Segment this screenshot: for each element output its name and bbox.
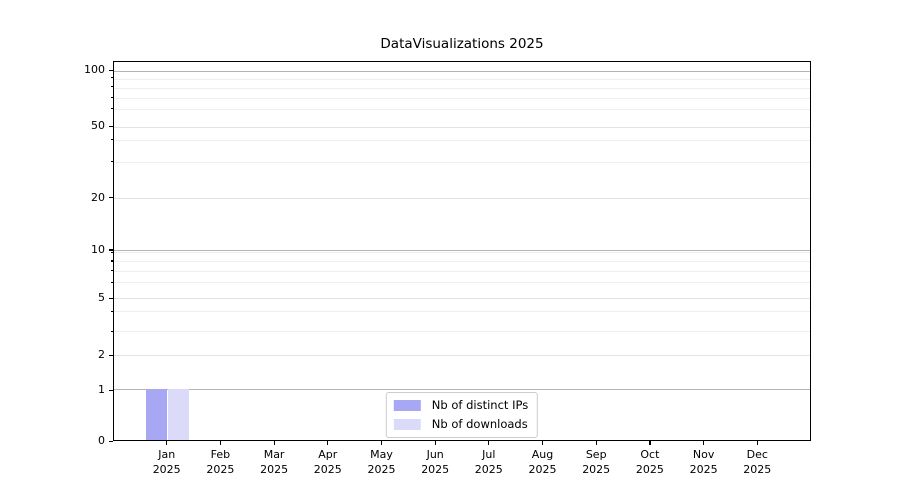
grid-layer — [114, 62, 810, 440]
y-tick-label-5: 5 — [98, 291, 105, 305]
x-tick-may — [381, 441, 383, 445]
gridline-y-2 — [114, 354, 810, 356]
x-tick-mar — [273, 441, 275, 445]
gridline-y-50 — [114, 126, 810, 128]
gridline-y-5 — [114, 297, 810, 299]
x-tick-label-apr: Apr 2025 — [313, 448, 342, 476]
legend-swatch-downloads-icon — [393, 418, 421, 430]
x-tick-feb — [219, 441, 222, 445]
gridline-y-minor-9 — [114, 252, 810, 254]
gridline-y-minor-90 — [114, 78, 810, 80]
gridline-y-minor-30 — [114, 161, 810, 163]
legend-item-downloads: Nb of downloads — [393, 417, 528, 431]
x-tick-oct — [649, 441, 651, 445]
bars-layer — [114, 62, 810, 440]
x-tick-apr — [327, 441, 329, 445]
gridline-y-minor-70 — [114, 97, 810, 99]
x-tick-label-mar: Mar 2025 — [260, 448, 289, 476]
legend-label-downloads: Nb of downloads — [431, 417, 528, 431]
gridline-y-1 — [114, 389, 810, 391]
legend-label-distinct-ips: Nb of distinct IPs — [431, 398, 529, 412]
y-tick-label-50: 50 — [91, 119, 105, 132]
legend-item-distinct-ips: Nb of distinct IPs — [393, 398, 529, 412]
x-tick-label-nov: Nov 2025 — [689, 448, 718, 476]
plot-inner — [114, 62, 810, 440]
y-tick-label-100: 100 — [84, 63, 105, 77]
gridline-y-minor-80 — [114, 87, 810, 89]
x-tick-dec — [756, 441, 758, 445]
y-tick-label-20: 20 — [91, 190, 105, 204]
x-tick-nov — [703, 441, 705, 445]
x-tick-jan — [166, 441, 168, 445]
chart-title: DataVisualizations 2025 — [380, 36, 544, 52]
y-tick-label-1: 1 — [98, 383, 105, 397]
x-tick-label-jan: Jan 2025 — [152, 448, 181, 476]
x-tick-label-jul: Jul 2025 — [474, 448, 503, 476]
x-tick-label-jun: Jun 2025 — [421, 448, 450, 476]
gridline-y-minor-4 — [114, 311, 810, 313]
plot-area: Nb of distinct IPs Nb of downloads — [113, 61, 811, 441]
x-tick-aug — [542, 441, 544, 445]
y-tick-label-0: 0 — [98, 434, 105, 447]
gridline-y-100 — [114, 71, 810, 73]
gridline-y-minor-6 — [114, 282, 810, 283]
bar-downloads-jan — [167, 389, 189, 440]
x-tick-label-sep: Sep 2025 — [582, 448, 611, 476]
x-tick-label-may: May 2025 — [367, 448, 396, 476]
legend: Nb of distinct IPs Nb of downloads — [385, 392, 539, 438]
gridline-y-minor-7 — [114, 270, 810, 272]
gridline-y-10 — [114, 249, 810, 251]
bar-distinct-ips-jan — [146, 389, 168, 440]
x-tick-label-aug: Aug 2025 — [528, 448, 557, 476]
gridline-y-minor-8 — [114, 260, 810, 262]
legend-swatch-distinct-ips-icon — [393, 399, 421, 411]
gridline-y-minor-60 — [114, 109, 810, 111]
gridline-y-20 — [114, 198, 810, 200]
x-tick-sep — [595, 441, 597, 445]
y-tick-label-2: 2 — [98, 348, 105, 362]
x-tick-label-feb: Feb 2025 — [206, 448, 235, 476]
gridline-y-minor-3 — [114, 331, 810, 333]
y-tick-label-10: 10 — [91, 242, 105, 256]
x-tick-label-dec: Dec 2025 — [743, 448, 772, 476]
x-tick-label-oct: Oct 2025 — [635, 448, 664, 476]
x-tick-jun — [434, 441, 436, 445]
gridline-y-minor-40 — [114, 139, 810, 141]
x-tick-jul — [488, 441, 490, 445]
